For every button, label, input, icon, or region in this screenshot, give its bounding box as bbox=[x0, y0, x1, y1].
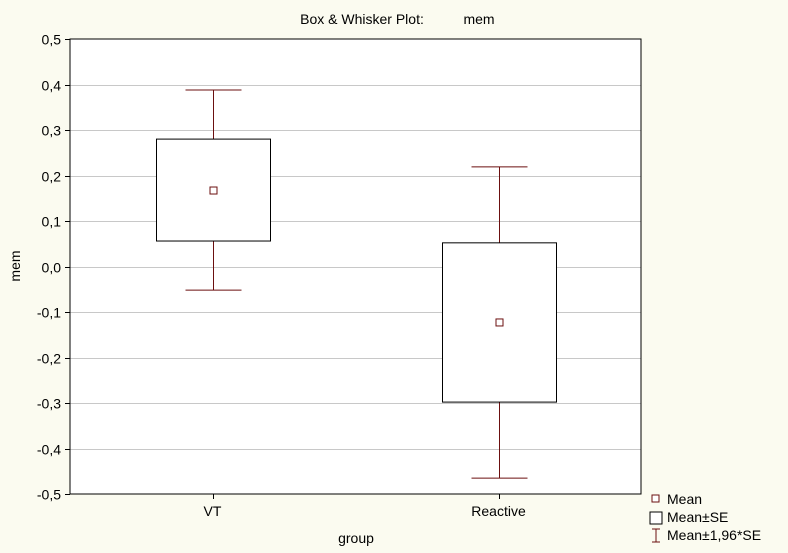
y-tick-label: 0,5 bbox=[42, 32, 62, 48]
legend-whisker-symbol bbox=[652, 528, 660, 543]
box-group-reactive bbox=[442, 166, 557, 479]
legend-mean-symbol bbox=[651, 494, 660, 503]
legend-ci-label: Mean±1,96*SE bbox=[667, 527, 761, 543]
mean-marker bbox=[495, 318, 504, 327]
plot-frame bbox=[69, 38, 642, 495]
y-axis-ticks: 0,5 0,4 0,3 0,2 0,1 0,0 -0,1 -0,2 -0,3 -0,4 -0,5 bbox=[37, 32, 70, 503]
chart-title-prefix: Box & Whisker Plot: bbox=[300, 11, 424, 27]
y-tick-label: 0,4 bbox=[42, 78, 62, 94]
y-tick-label: -0,5 bbox=[37, 487, 61, 503]
y-tick-label: -0,1 bbox=[37, 305, 61, 321]
box-marks bbox=[156, 89, 557, 479]
legend-se-label: Mean±SE bbox=[667, 509, 728, 525]
legend-box-symbol bbox=[649, 511, 663, 525]
y-tick-label: 0,0 bbox=[42, 260, 62, 276]
x-axis-label: group bbox=[338, 530, 374, 546]
legend: Mean Mean±SE Mean±1,96*SE bbox=[649, 491, 761, 543]
y-tick-label: 0,3 bbox=[42, 123, 62, 139]
y-tick-label: 0,1 bbox=[42, 214, 62, 230]
y-tick-label: -0,3 bbox=[37, 396, 61, 412]
chart-title-variable: mem bbox=[463, 11, 494, 27]
y-tick-label: -0,2 bbox=[37, 351, 61, 367]
y-tick-label: -0,4 bbox=[37, 442, 61, 458]
mean-marker bbox=[209, 186, 218, 195]
x-axis-ticks: VT Reactive bbox=[204, 494, 526, 519]
x-tick-label: VT bbox=[204, 503, 222, 519]
y-tick-label: 0,2 bbox=[42, 169, 62, 185]
x-tick-label: Reactive bbox=[471, 503, 526, 519]
y-axis-label: mem bbox=[7, 250, 23, 281]
box-group-vt bbox=[156, 89, 271, 291]
legend-mean-label: Mean bbox=[667, 491, 702, 507]
